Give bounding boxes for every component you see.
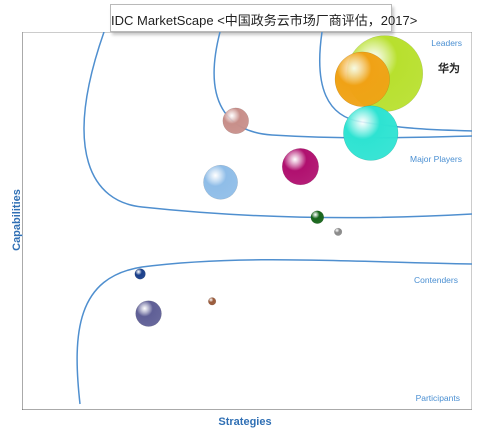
major-leaders-boundary-inner bbox=[213, 32, 472, 139]
participants-contenders-boundary bbox=[76, 258, 472, 405]
bubble-2 bbox=[334, 51, 390, 107]
bubble-series bbox=[134, 35, 424, 327]
bubble-7 bbox=[310, 210, 325, 224]
bubble-11 bbox=[135, 300, 162, 327]
region-label-contenders: Contenders bbox=[414, 275, 458, 285]
bubble-5 bbox=[281, 148, 319, 186]
bubble-10 bbox=[208, 297, 217, 306]
huawei-label: 华为 bbox=[438, 61, 460, 75]
contenders-major-boundary bbox=[83, 32, 472, 219]
chart-title-box: IDC MarketScape <中国政务云市场厂商评估，2017> bbox=[110, 4, 418, 32]
bubble-9 bbox=[134, 268, 146, 280]
bubble-6 bbox=[203, 164, 238, 200]
plot-area: Leaders Major Players Contenders Partici… bbox=[22, 32, 472, 410]
bubble-8 bbox=[334, 227, 343, 236]
chart-title: IDC MarketScape <中国政务云市场厂商评估，2017> bbox=[111, 13, 418, 28]
x-axis-label: Strategies bbox=[218, 416, 272, 428]
region-label-major-players: Major Players bbox=[410, 154, 462, 164]
y-axis-label: Capabilities bbox=[11, 189, 23, 251]
bubble-4 bbox=[222, 107, 249, 135]
region-label-participants: Participants bbox=[416, 393, 460, 403]
region-label-leaders: Leaders bbox=[431, 38, 462, 48]
bubble-3 bbox=[343, 105, 399, 161]
